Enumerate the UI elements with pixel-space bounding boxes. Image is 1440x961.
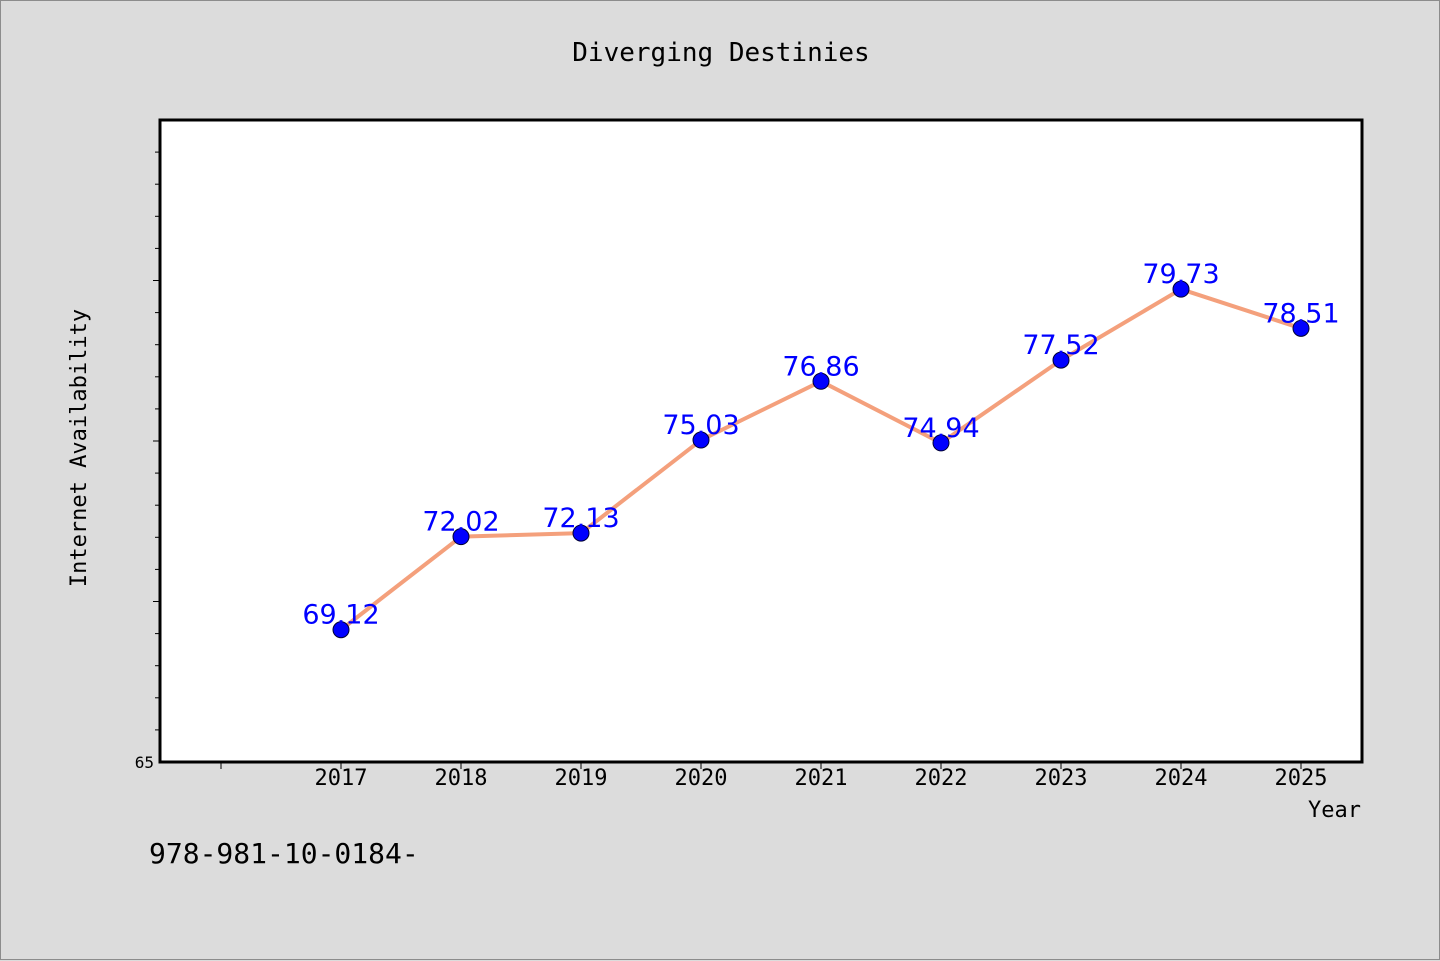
data-point [1172, 280, 1190, 298]
data-label: 78.51 [1262, 298, 1339, 329]
x-tick-label: 2024 [1155, 766, 1208, 791]
x-axis-ticks: 2017 2018 2019 2020 2021 2022 2023 2024 2025 [220, 762, 1328, 791]
y-axis-label: Internet Availability [67, 309, 92, 587]
x-tick-label: 2023 [1035, 766, 1088, 791]
data-label: 69.12 [302, 600, 379, 631]
data-point [812, 372, 830, 390]
x-tick-label: 2019 [555, 766, 608, 791]
data-label: 72.13 [542, 503, 619, 534]
data-point [1292, 319, 1310, 337]
data-label: 77.52 [1022, 330, 1099, 361]
data-point [332, 621, 350, 639]
chart-title: Diverging Destinies [572, 38, 869, 68]
y-axis-ticks: 65 [135, 151, 160, 772]
data-label: 75.03 [662, 410, 739, 441]
series-layer: 69.12 72.02 72.13 75.03 76.86 74.94 77.52 79.73… [302, 259, 1340, 639]
y-tick-label: 65 [135, 753, 154, 772]
data-point [932, 434, 950, 452]
x-tick-label: 2020 [675, 766, 728, 791]
x-tick-label: 2022 [915, 766, 968, 791]
x-tick-label: 2017 [315, 766, 368, 791]
data-point [452, 528, 470, 546]
data-point [572, 524, 590, 542]
x-tick-label: 2018 [435, 766, 488, 791]
x-axis-label: Year [1308, 798, 1361, 823]
data-label: 79.73 [1142, 259, 1219, 290]
x-tick-label: 2025 [1275, 766, 1328, 791]
data-label: 72.02 [422, 507, 499, 538]
isbn-footer-text: 978-981-10-0184- [149, 837, 419, 870]
data-label: 76.86 [782, 351, 859, 382]
plot-area [158, 118, 1364, 764]
x-tick-label: 2021 [795, 766, 848, 791]
data-label: 74.94 [902, 413, 979, 444]
data-point [692, 431, 710, 449]
data-point [1052, 351, 1070, 369]
